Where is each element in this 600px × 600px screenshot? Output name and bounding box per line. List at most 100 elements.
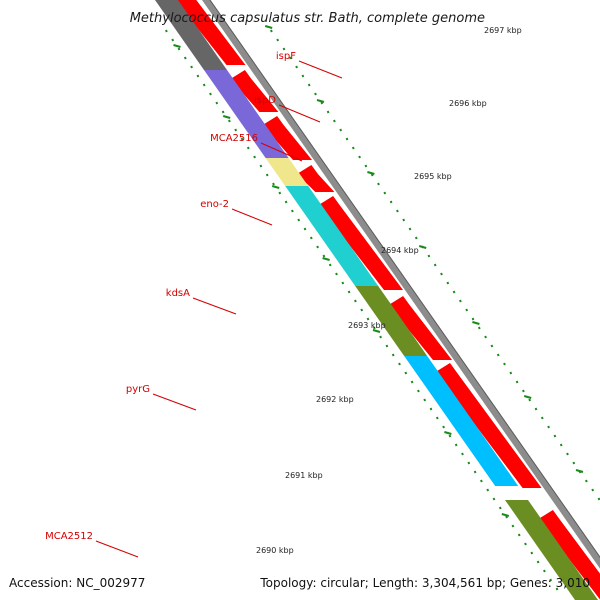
backbone-edge [209, 0, 600, 559]
scale-tick [360, 308, 364, 312]
backbone-line [202, 0, 600, 569]
scale-tick [540, 416, 544, 420]
scale-tick [377, 182, 380, 186]
scale-tick [511, 524, 515, 528]
cds-arrow [175, 0, 246, 65]
scale-tick [402, 218, 406, 222]
scale-tick [534, 407, 538, 411]
scale-tick [543, 569, 546, 573]
scale-tick [335, 272, 338, 276]
scale-tick [202, 83, 206, 87]
scale-major-tick [222, 115, 231, 119]
scale-major-tick [418, 245, 427, 249]
gene-label: MCA2516 [210, 133, 258, 144]
scale-tick [433, 263, 437, 267]
scale-tick [423, 398, 427, 402]
gene-layer [155, 0, 598, 600]
kbp-label: 2696 kbp [449, 99, 487, 108]
scale-tick [234, 128, 238, 132]
gene-label-connector [260, 142, 303, 162]
gene-label: eno-2 [200, 199, 229, 210]
kbp-label: 2697 kbp [484, 26, 522, 35]
scale-tick [461, 452, 464, 456]
cds-arrow [296, 165, 335, 192]
scale-tick [366, 317, 370, 321]
scale-tick [383, 191, 387, 195]
cds-arrow [318, 196, 403, 290]
scale-tick [465, 308, 469, 312]
scale-tick [536, 560, 540, 564]
scale-tick [278, 191, 282, 195]
gene-label-connector [231, 208, 273, 226]
scale-tick [477, 326, 481, 330]
scale-tick [270, 29, 273, 33]
kbp-label: 2692 kbp [316, 395, 354, 404]
gene-label-connector [192, 297, 237, 315]
scale-major-tick [444, 431, 452, 435]
gene-label-connector [95, 540, 139, 558]
gene-label: ispF [276, 51, 296, 62]
scale-tick [372, 326, 376, 330]
kbp-label: 2694 kbp [381, 246, 419, 255]
scale-tick [404, 371, 408, 375]
scale-tick [549, 578, 553, 582]
scale-tick [496, 353, 500, 357]
kbp-label: 2693 kbp [348, 321, 386, 330]
gene-label-connector [152, 393, 197, 411]
scale-tick [530, 551, 534, 555]
scale-tick [471, 317, 475, 321]
tick-layer [165, 25, 600, 591]
kbp-label: 2690 kbp [256, 546, 294, 555]
cds-arrow [538, 510, 600, 600]
scale-tick [288, 56, 292, 60]
scale-tick [171, 38, 175, 42]
scale-tick [328, 263, 332, 267]
gene-feature-block [404, 356, 519, 486]
scale-tick [391, 353, 395, 357]
scale-tick [522, 389, 525, 393]
scale-tick [265, 173, 269, 177]
scale-tick [364, 164, 368, 168]
scale-tick [240, 137, 244, 141]
scale-tick [333, 119, 336, 123]
scale-tick [473, 470, 477, 474]
gene-label: pyrG [126, 384, 150, 395]
scale-tick [314, 92, 317, 96]
scale-tick [572, 461, 576, 465]
scale-tick [284, 200, 288, 204]
scale-tick [427, 254, 431, 258]
scale-tick [221, 110, 225, 114]
gene-feature-block [285, 186, 379, 286]
scale-tick [410, 380, 414, 384]
scale-tick [354, 299, 357, 303]
scale-tick [307, 83, 311, 87]
scale-tick [459, 299, 462, 303]
scale-tick [196, 74, 200, 78]
label-layer: ispF ispD MCA2516 eno-2 kdsA pyrG MCA2512 [45, 51, 343, 558]
scale-tick [498, 506, 502, 510]
scale-tick [282, 47, 286, 51]
scale-tick [341, 281, 345, 285]
cds-arrow [262, 116, 312, 160]
scale-tick [351, 146, 355, 150]
scale-tick [301, 74, 305, 78]
gene-label-connector [278, 104, 321, 123]
scale-tick [524, 542, 527, 546]
scale-tick [303, 227, 307, 231]
scale-tick [547, 425, 550, 429]
scale-tick [442, 425, 445, 429]
scale-tick [566, 452, 569, 456]
kbp-label-layer: 2697 kbp 2696 kbp 2695 kbp 2694 kbp 2693 kbp… [256, 26, 522, 555]
scale-tick [345, 137, 349, 141]
scale-tick [429, 407, 433, 411]
gene-label: MCA2512 [45, 531, 93, 542]
scale-tick [358, 155, 361, 159]
backbone-layer [202, 0, 600, 569]
scale-tick [246, 146, 250, 150]
scale-tick [385, 344, 389, 348]
scale-tick [555, 587, 559, 591]
scale-tick [515, 380, 519, 384]
scale-tick [417, 389, 420, 393]
gene-feature-block [155, 0, 227, 70]
